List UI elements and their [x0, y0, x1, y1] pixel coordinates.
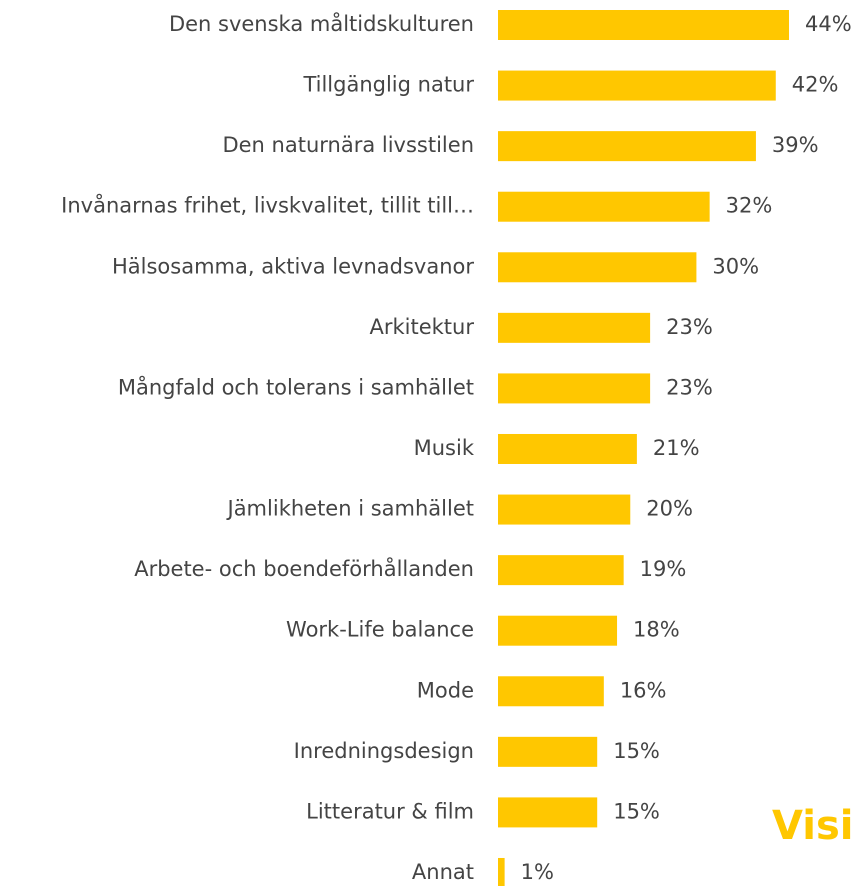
category-label: Den svenska måltidskulturen	[169, 11, 474, 36]
bar	[498, 433, 637, 464]
value-label: 1%	[521, 860, 554, 884]
bar	[498, 494, 631, 525]
bar	[498, 131, 756, 162]
category-label: Hälsosamma, aktiva levnadsvanor	[112, 254, 474, 278]
category-label: Mångfald och tolerans i samhället	[118, 374, 474, 399]
category-label: Jämlikheten i samhället	[226, 497, 475, 521]
category-label: Arkitektur	[370, 315, 475, 339]
bar	[498, 615, 618, 646]
bar	[498, 312, 651, 343]
value-label: 19%	[640, 557, 687, 581]
value-label: 32%	[726, 194, 773, 218]
logo-text: Visi	[772, 803, 853, 849]
value-label: 23%	[666, 315, 713, 339]
value-label: 42%	[792, 73, 839, 97]
value-label: 18%	[633, 618, 680, 642]
bar	[498, 10, 789, 40]
category-label: Inredningsdesign	[294, 739, 474, 763]
bar	[498, 70, 776, 101]
category-label: Musik	[414, 436, 475, 460]
bar	[498, 797, 598, 828]
bar	[498, 191, 710, 222]
category-label: Tillgänglig natur	[302, 73, 474, 97]
bar	[498, 252, 697, 283]
value-label: 21%	[653, 436, 700, 460]
bar	[498, 676, 604, 707]
category-label: Litteratur & film	[306, 799, 474, 823]
bar	[498, 373, 651, 404]
category-label: Den naturnära livsstilen	[222, 133, 474, 157]
bar	[498, 736, 598, 767]
category-label: Mode	[417, 678, 474, 702]
value-label: 16%	[620, 678, 667, 702]
value-label: 15%	[613, 799, 660, 823]
value-label: 15%	[613, 739, 660, 763]
category-label: Annat	[412, 860, 474, 884]
value-label: 20%	[646, 497, 693, 521]
value-label: 39%	[772, 133, 819, 157]
bar	[498, 857, 505, 886]
value-label: 30%	[712, 254, 759, 278]
bar	[498, 555, 624, 586]
category-label: Work-Life balance	[286, 618, 474, 642]
value-label: 44%	[805, 12, 852, 36]
value-label: 23%	[666, 375, 713, 399]
category-label: Arbete- och boendeförhållanden	[134, 556, 474, 581]
category-label: Invånarnas frihet, livskvalitet, tillit …	[61, 193, 474, 218]
